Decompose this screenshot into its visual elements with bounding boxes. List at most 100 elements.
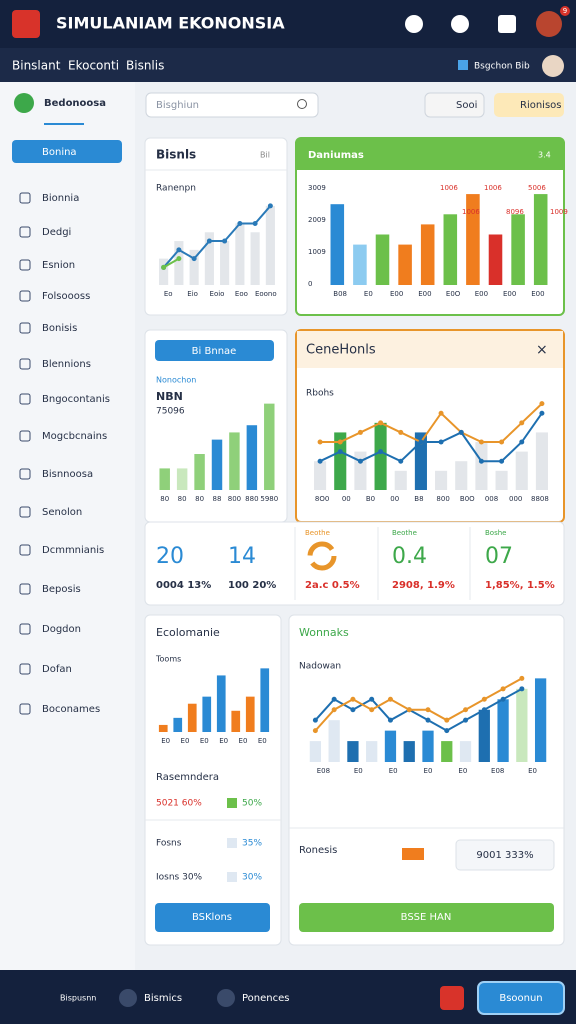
x-tick-label: E0 [239, 737, 248, 745]
bar [420, 224, 435, 285]
sidebar [0, 82, 135, 970]
button[interactable] [155, 903, 270, 932]
axis-label: 3009 [308, 184, 326, 192]
line [319, 412, 543, 463]
x-tick-label: E0 [528, 767, 537, 775]
x-tick-label: 00 [390, 495, 399, 503]
axis-label: 2009 [308, 216, 326, 224]
bar [375, 234, 390, 285]
bar [204, 232, 214, 285]
search-box[interactable] [145, 92, 319, 118]
footer-item[interactable]: Bismics [144, 993, 182, 1004]
card-title: CeneHonls [306, 343, 376, 358]
avatar[interactable] [536, 11, 562, 37]
stat-sub: 100 20% [228, 580, 276, 591]
x-tick-label: E0 [181, 737, 190, 745]
x-tick-label: 88 [213, 495, 222, 503]
x-tick-label: E0 [424, 767, 433, 775]
top-bar [0, 0, 576, 48]
nav-item[interactable]: Binslant [12, 59, 61, 73]
bar [229, 432, 240, 490]
bar [535, 432, 548, 490]
icon[interactable] [405, 15, 423, 33]
sidebar-item[interactable]: Dedgi [42, 227, 71, 238]
nav-item[interactable]: Ekoconti [68, 59, 119, 73]
button[interactable] [155, 340, 274, 361]
stat-sub: 1,85%, 1.5% [485, 580, 555, 591]
sidebar-item[interactable]: Beposis [42, 584, 81, 595]
button[interactable] [494, 93, 564, 117]
x-tick-label: 800 [436, 495, 449, 503]
button[interactable] [299, 903, 554, 932]
sidebar-item[interactable]: Dogdon [42, 624, 81, 635]
icon [402, 848, 424, 860]
nav-icon [19, 259, 31, 271]
active-item[interactable] [12, 140, 122, 163]
x-tick-label: B0 [366, 495, 375, 503]
x-tick-label: B08 [333, 290, 347, 298]
sidebar-item[interactable]: Bngocontanis [42, 394, 110, 405]
sidebar-item[interactable]: Blennions [42, 359, 91, 370]
bar [441, 741, 453, 762]
stat-box [455, 839, 555, 871]
card-header [297, 331, 563, 368]
bar [459, 741, 472, 762]
card-title: Wonnaks [299, 626, 349, 639]
sidebar-item[interactable]: Bionnia [42, 193, 79, 204]
sidebar-item[interactable]: Folsoooss [42, 291, 90, 302]
x-tick-label: E0 [354, 767, 363, 775]
x-tick-label: 00 [342, 495, 351, 503]
close[interactable]: × [536, 342, 548, 358]
icon[interactable] [451, 15, 469, 33]
sidebar-item[interactable]: Senolon [42, 507, 82, 518]
bar [173, 717, 183, 732]
x-tick-label: 000 [509, 495, 522, 503]
sidebar-item[interactable]: Bisnnoosa [42, 469, 93, 480]
label: Nonochon [156, 376, 196, 385]
bar [534, 678, 547, 762]
nav-icon [19, 544, 31, 556]
nav-item[interactable]: Bisnlis [126, 59, 164, 73]
x-tick-label: E0 [389, 767, 398, 775]
footer-item[interactable]: Bispusnn [60, 994, 96, 1003]
card-subtitle: Rbohs [306, 389, 334, 399]
value-label: 1006 [462, 208, 480, 216]
avatar[interactable] [542, 55, 564, 77]
bar [231, 710, 241, 732]
x-tick-label: E00 [418, 290, 431, 298]
icon[interactable] [498, 15, 516, 33]
bar [422, 730, 434, 762]
button-label: BSSE HAN [401, 912, 452, 923]
value-label: 1006 [484, 184, 502, 192]
nav-search[interactable]: Bsgchon Bib [474, 62, 530, 72]
sidebar-item[interactable]: Boconames [42, 704, 100, 715]
sidebar-item[interactable]: Esnion [42, 260, 75, 271]
sidebar-item[interactable]: Dofan [42, 664, 72, 675]
sidebar-item[interactable]: Mogcbcnains [42, 431, 107, 442]
footer-button[interactable] [477, 981, 565, 1015]
stat-label: Beothe [305, 529, 330, 537]
donut [307, 541, 337, 571]
sidebar-item[interactable]: Bonisis [42, 323, 77, 334]
card-title: Daniumas [308, 150, 364, 161]
bar [158, 724, 168, 732]
footer-item[interactable]: Ponences [242, 993, 289, 1004]
button-label: BSKlons [192, 912, 232, 923]
x-tick-label: E0 [200, 737, 209, 745]
x-tick-label: Eio [187, 290, 198, 298]
axis-label: 1009 [308, 248, 326, 256]
brand-icon [14, 93, 34, 113]
swatch [227, 798, 237, 808]
card-subtitle: Tooms [155, 655, 181, 664]
bar [159, 258, 169, 285]
x-tick-label: E00 [503, 290, 516, 298]
stat-value: 14 [228, 544, 256, 569]
swatch [227, 872, 237, 882]
button[interactable] [424, 92, 485, 118]
sidebar-item[interactable]: Dcmmnianis [42, 545, 104, 556]
icon[interactable] [440, 986, 464, 1010]
big-value: NBN [156, 390, 183, 403]
bar [533, 194, 548, 285]
icon [217, 989, 235, 1007]
